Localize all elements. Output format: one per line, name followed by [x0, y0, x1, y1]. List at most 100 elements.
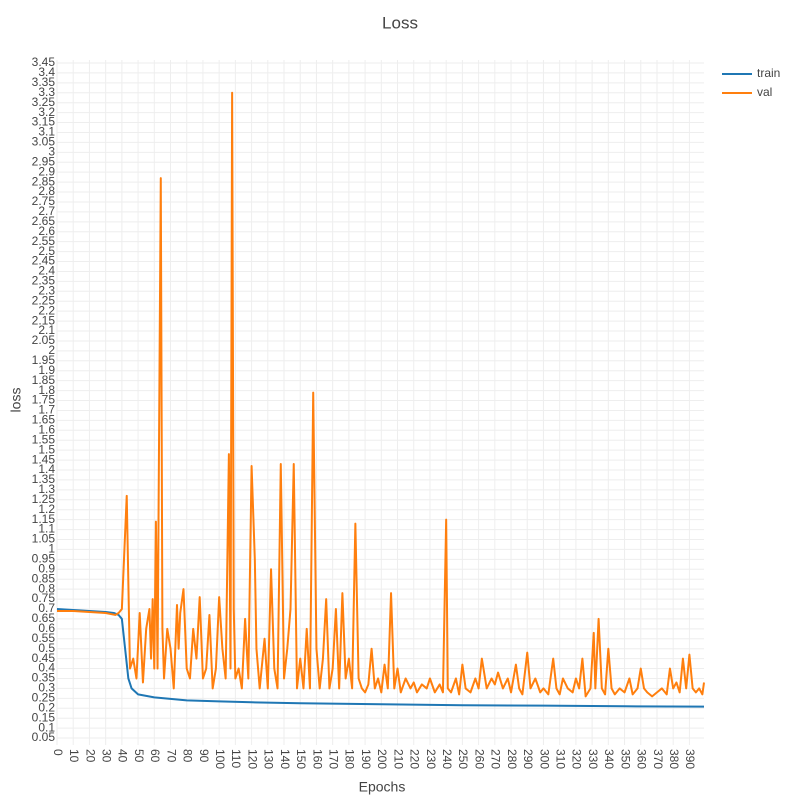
y-tick-label: 2.65 — [32, 214, 56, 228]
x-tick-label: 130 — [262, 749, 276, 769]
y-tick-label: 0.9 — [38, 561, 55, 575]
y-tick-label: 1.65 — [32, 413, 56, 427]
y-tick-label: 0.5 — [38, 641, 55, 655]
y-tick-label: 1.55 — [32, 432, 56, 446]
x-tick-label: 0 — [51, 749, 65, 756]
y-tick-label: 1.35 — [32, 472, 56, 486]
y-tick-label: 3.45 — [32, 55, 56, 69]
y-tick-label: 2.45 — [32, 254, 56, 268]
y-tick-label: 2.15 — [32, 313, 56, 327]
y-tick-label: 0.65 — [32, 611, 56, 625]
y-tick-label: 1.7 — [38, 403, 55, 417]
y-tick-label: 2.2 — [38, 303, 55, 317]
x-tick-label: 360 — [635, 749, 649, 769]
y-tick-label: 2.55 — [32, 234, 56, 248]
y-tick-label: 0.3 — [38, 681, 55, 695]
x-tick-label: 10 — [67, 749, 81, 763]
y-tick-label: 1.3 — [38, 482, 55, 496]
y-tick-label: 2.8 — [38, 184, 55, 198]
x-tick-label: 170 — [326, 749, 340, 769]
x-tick-label: 340 — [602, 749, 616, 769]
y-tick-label: 1.45 — [32, 452, 56, 466]
y-tick-label: 1.95 — [32, 353, 56, 367]
y-tick-label: 0.05 — [32, 730, 56, 744]
x-axis-label: Epochs — [359, 779, 406, 795]
x-tick-label: 150 — [294, 749, 308, 769]
y-tick-label: 2 — [48, 343, 55, 357]
x-tick-label: 180 — [343, 749, 357, 769]
y-tick-label: 2.3 — [38, 283, 55, 297]
x-tick-label: 330 — [586, 749, 600, 769]
y-tick-label: 1.6 — [38, 422, 55, 436]
x-tick-label: 310 — [554, 749, 568, 769]
y-tick-label: 0.35 — [32, 671, 56, 685]
y-tick-label: 1.85 — [32, 373, 56, 387]
x-tick-label: 190 — [359, 749, 373, 769]
y-tick-label: 0.7 — [38, 601, 55, 615]
legend-label: train — [757, 66, 780, 80]
x-tick-label: 210 — [391, 749, 405, 769]
y-tick-label: 2.85 — [32, 174, 56, 188]
y-tick-label: 1.9 — [38, 363, 55, 377]
y-axis-label: loss — [8, 388, 24, 413]
x-tick-label: 240 — [440, 749, 454, 769]
x-tick-label: 370 — [651, 749, 665, 769]
y-tick-label: 1.5 — [38, 442, 55, 456]
y-tick-label: 2.05 — [32, 333, 56, 347]
x-tick-label: 70 — [164, 749, 178, 763]
y-tick-label: 3.3 — [38, 85, 55, 99]
y-tick-label: 2.35 — [32, 274, 56, 288]
x-tick-label: 260 — [472, 749, 486, 769]
x-tick-label: 300 — [537, 749, 551, 769]
y-tick-label: 0.2 — [38, 700, 55, 714]
x-tick-label: 140 — [278, 749, 292, 769]
x-tick-label: 160 — [310, 749, 324, 769]
y-tick-label: 3.25 — [32, 95, 56, 109]
y-tick-label: 3.4 — [38, 65, 55, 79]
y-tick-label: 2.25 — [32, 293, 56, 307]
chart-title: Loss — [382, 13, 418, 32]
y-tick-label: 3.2 — [38, 105, 55, 119]
legend-label: val — [757, 85, 772, 99]
y-tick-label: 2.9 — [38, 164, 55, 178]
x-tick-label: 220 — [408, 749, 422, 769]
y-tick-label: 1.05 — [32, 532, 56, 546]
y-tick-label: 1.75 — [32, 393, 56, 407]
y-tick-label: 0.85 — [32, 571, 56, 585]
x-tick-label: 350 — [618, 749, 632, 769]
y-tick-label: 3.1 — [38, 125, 55, 139]
x-tick-label: 40 — [116, 749, 130, 763]
y-tick-label: 3 — [48, 144, 55, 158]
x-tick-label: 280 — [505, 749, 519, 769]
y-tick-label: 2.95 — [32, 154, 56, 168]
y-tick-label: 2.4 — [38, 264, 55, 278]
x-tick-label: 230 — [424, 749, 438, 769]
y-tick-label: 1.8 — [38, 383, 55, 397]
x-tick-label: 290 — [521, 749, 535, 769]
y-tick-label: 0.1 — [38, 720, 55, 734]
x-tick-label: 50 — [132, 749, 146, 763]
y-tick-label: 0.95 — [32, 552, 56, 566]
y-tick-label: 0.25 — [32, 691, 56, 705]
x-tick-label: 20 — [83, 749, 97, 763]
y-tick-label: 2.75 — [32, 194, 56, 208]
y-tick-label: 1.2 — [38, 502, 55, 516]
x-tick-label: 120 — [245, 749, 259, 769]
y-tick-label: 1.15 — [32, 512, 56, 526]
x-tick-label: 80 — [181, 749, 195, 763]
line — [56, 607, 705, 708]
x-tick-label: 270 — [489, 749, 503, 769]
y-tick-label: 0.4 — [38, 661, 55, 675]
x-tick-label: 380 — [667, 749, 681, 769]
x-tick-label: 60 — [148, 749, 162, 763]
x-tick-label: 200 — [375, 749, 389, 769]
y-tick-label: 2.1 — [38, 323, 55, 337]
x-tick-label: 390 — [683, 749, 697, 769]
y-tick-label: 1.4 — [38, 462, 55, 476]
y-tick-label: 1.25 — [32, 492, 56, 506]
y-tick-label: 0.45 — [32, 651, 56, 665]
y-tick-label: 2.6 — [38, 224, 55, 238]
y-tick-label: 0.55 — [32, 631, 56, 645]
x-tick-label: 90 — [197, 749, 211, 763]
